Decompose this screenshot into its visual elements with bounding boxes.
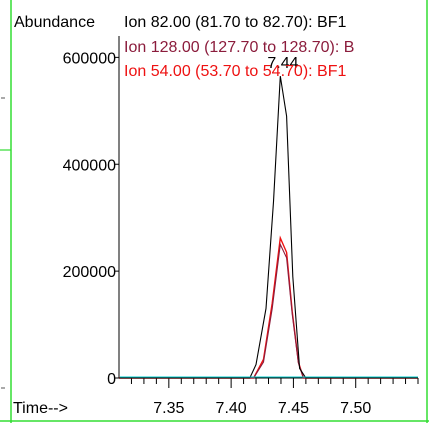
legend-entry-0: Ion 82.00 (81.70 to 82.70): BF1: [124, 14, 346, 31]
y-axis-title: Abundance: [14, 14, 95, 31]
ion-trace-2: [119, 235, 418, 379]
x-ticks: 7.35 7.40 7.45 7.50: [153, 378, 371, 417]
ion-legend: Ion 82.00 (81.70 to 82.70): BF1 Ion 128.0…: [124, 14, 354, 80]
x-tick-label: 7.45: [278, 400, 309, 417]
legend-entry-2: Ion 54.00 (53.70 to 54.70): BF1: [124, 63, 346, 80]
x-tick-label: 7.35: [153, 400, 184, 417]
y-tick-label: 600000: [63, 50, 116, 67]
y-tick-label: 400000: [63, 157, 116, 174]
y-ticks: 0 200000 400000 600000: [63, 50, 119, 388]
x-axis-title: Time-->: [13, 400, 68, 417]
x-minor-ticks: [130, 378, 419, 384]
ion-trace-1: [119, 242, 418, 379]
y-tick-label: 200000: [63, 264, 116, 281]
ion-traces: [119, 76, 418, 379]
ion-trace-0: [119, 76, 418, 379]
x-tick-label: 7.40: [216, 400, 247, 417]
y-tick-label: 0: [107, 371, 116, 388]
legend-entry-1: Ion 128.00 (127.70 to 128.70): B: [124, 39, 354, 56]
peak-retention-label: 7.44: [267, 55, 298, 72]
x-tick-label: 7.50: [340, 400, 371, 417]
